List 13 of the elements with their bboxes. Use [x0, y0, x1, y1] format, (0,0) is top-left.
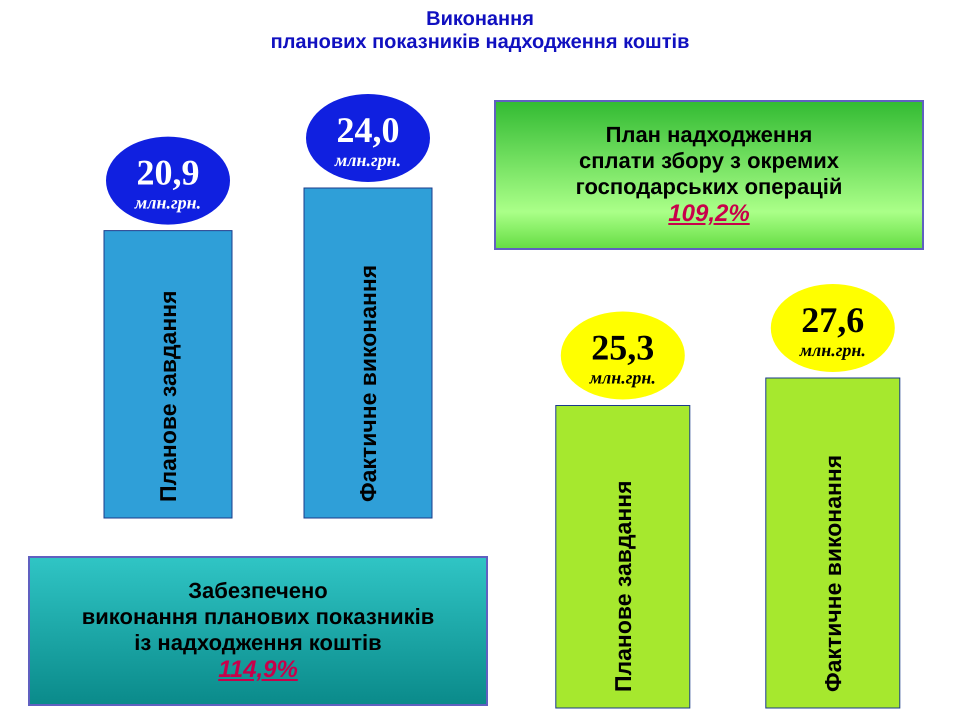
x-tick-label: Фактичне виконання	[355, 264, 381, 502]
text: План надходження сплати збору з окремих господарських операцій	[576, 122, 842, 200]
text: 109,2%	[668, 200, 750, 228]
data-label: 20,9 млн.грн.	[134, 152, 202, 213]
x-tick-label: Фактичне виконання	[820, 454, 846, 692]
data-label: 27,6 млн.грн.	[798, 300, 866, 360]
x-tick-label: Планове завдання	[610, 480, 636, 692]
text: 114,9%	[218, 656, 298, 684]
chart-title: Виконання планових показників надходження коштів	[270, 8, 690, 54]
text: Забезпечено виконання планових показників із надходження коштів	[82, 578, 434, 656]
data-label: 24,0 млн.грн.	[334, 110, 402, 170]
data-label: 25,3 млн.грн.	[588, 328, 656, 388]
x-tick-label: Планове завдання	[155, 290, 181, 502]
